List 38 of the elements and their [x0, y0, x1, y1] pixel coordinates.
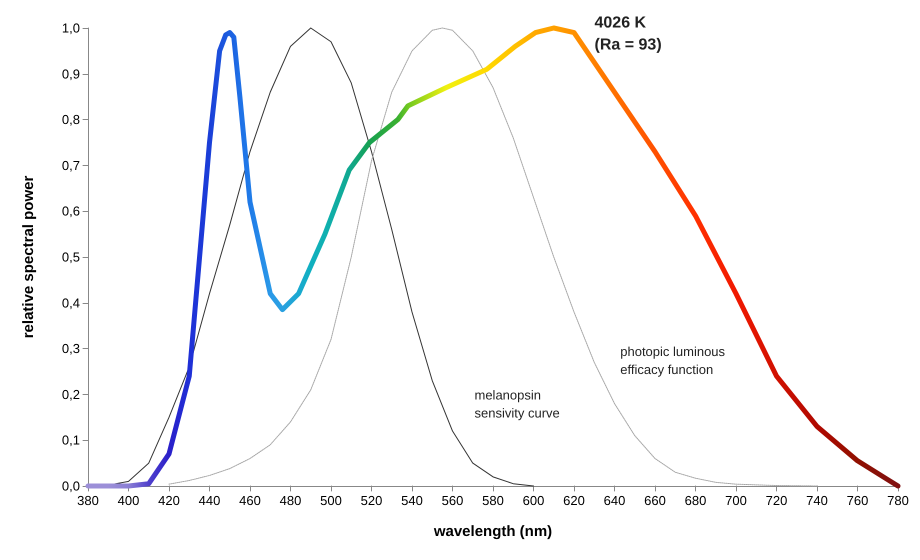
x-axis-title: wavelength (nm): [432, 523, 552, 540]
x-tick-label: 460: [239, 493, 261, 508]
x-tick-label: 600: [522, 493, 544, 508]
x-tick-label: 660: [644, 493, 666, 508]
x-tick-label: 720: [766, 493, 788, 508]
x-tick-label: 380: [77, 493, 99, 508]
y-tick-label: 0,2: [62, 386, 80, 402]
series-label: 4026 K (Ra = 93): [594, 14, 662, 54]
y-tick-label: 0,4: [62, 295, 80, 310]
line-series: [168, 28, 818, 486]
x-tick-label: 740: [806, 493, 828, 508]
x-tick-label: 520: [360, 493, 382, 508]
x-tick-label: 700: [725, 493, 747, 508]
x-tick-label: 780: [887, 493, 909, 508]
y-tick-label: 1,0: [62, 20, 80, 36]
x-tick-label: 440: [198, 493, 220, 508]
x-tick-label: 640: [604, 493, 626, 508]
y-tick-label: 0,1: [62, 432, 80, 448]
series-label: photopic luminous efficacy function: [620, 344, 726, 377]
x-tick-label: 400: [118, 493, 140, 508]
x-tick-label: 580: [482, 493, 504, 508]
x-tick-label: 540: [401, 493, 423, 508]
x-tick-label: 560: [442, 493, 464, 508]
x-tick-label: 480: [280, 493, 302, 508]
x-tick-label: 760: [846, 493, 868, 508]
y-tick-label: 0,7: [62, 158, 80, 173]
y-tick-label: 0,8: [62, 112, 80, 128]
y-tick-label: 0,0: [62, 478, 80, 494]
series-label: melanopsin sensivity curve: [474, 388, 560, 421]
x-tick-label: 620: [563, 493, 585, 508]
y-tick-label: 0,6: [62, 204, 80, 219]
x-tick-label: 420: [158, 493, 180, 508]
y-tick-label: 0,3: [62, 341, 80, 356]
x-tick-label: 680: [684, 493, 706, 508]
x-tick-label: 500: [320, 493, 342, 508]
y-tick-label: 0,9: [62, 66, 80, 82]
y-tick-label: 0,5: [62, 250, 80, 264]
y-axis-title: relative spectral power: [20, 176, 37, 338]
